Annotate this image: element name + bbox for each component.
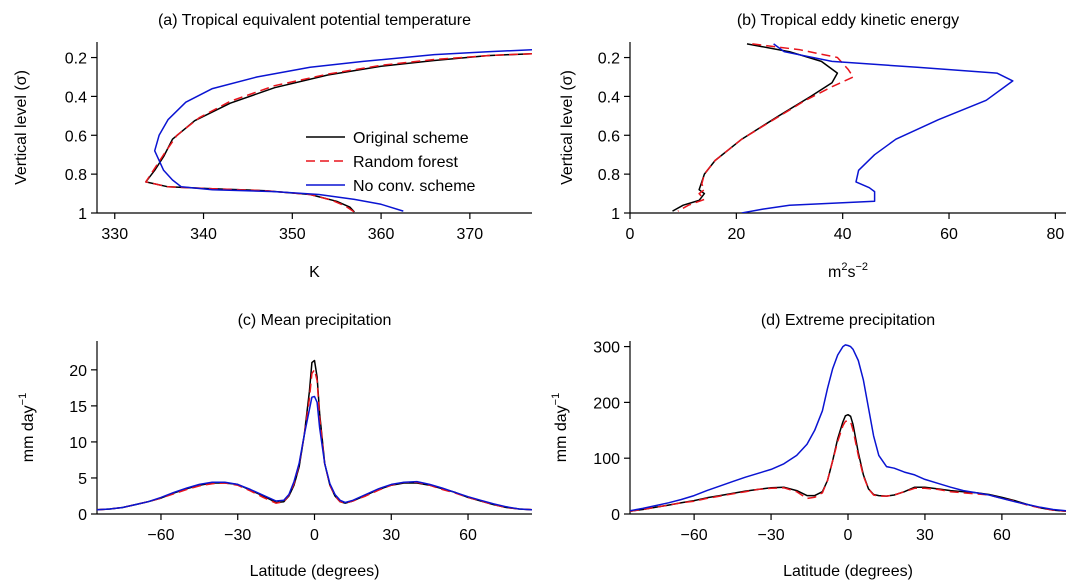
x-tick-label: 20	[727, 226, 745, 243]
series-line-no-conv-scheme	[741, 43, 1014, 213]
y-tick-label: 10	[69, 435, 87, 452]
x-tick-label: 0	[844, 527, 853, 544]
y-axis-label: Vertical level (σ)	[13, 70, 30, 185]
series-line-random-forest	[630, 420, 1066, 512]
panel-title: (d) Extreme precipitation	[761, 312, 935, 329]
legend-label: No conv. scheme	[353, 178, 476, 195]
x-tick-label: −60	[147, 527, 174, 544]
y-tick-label: 0.2	[598, 51, 620, 68]
x-tick-label: 30	[382, 527, 400, 544]
y-tick-label: 0.8	[598, 167, 620, 184]
x-tick-label: 340	[190, 226, 217, 243]
y-axis-label: Vertical level (σ)	[559, 70, 576, 185]
y-axis-label: mm day−1	[550, 393, 570, 462]
y-axis-label: mm day−1	[17, 393, 37, 462]
x-axis-label: Latitude (degrees)	[783, 563, 913, 580]
y-tick-label: 0.6	[598, 128, 620, 145]
series-line-no-conv-scheme	[97, 395, 532, 511]
y-tick-label: 200	[593, 395, 620, 412]
x-tick-label: 360	[368, 226, 395, 243]
y-tick-label: 15	[69, 399, 87, 416]
panel-b: (b) Tropical eddy kinetic energy 0 20 40 60 8…	[559, 12, 1066, 281]
panel-d: (d) Extreme precipitation −60 −30 0 30 60 0 100…	[550, 312, 1066, 580]
y-tick-label: 5	[78, 471, 87, 488]
y-tick-label: 0	[611, 507, 620, 524]
y-tick-label: 100	[593, 451, 620, 468]
x-axis-label: K	[309, 264, 320, 281]
series-line-original-scheme	[630, 413, 1066, 512]
y-tick-label: 0.6	[65, 128, 87, 145]
x-tick-label: 370	[457, 226, 484, 243]
x-tick-label: 80	[1046, 226, 1064, 243]
series-line-no-conv-scheme	[630, 344, 1066, 512]
x-tick-label: 40	[834, 226, 852, 243]
x-tick-label: 0	[310, 527, 319, 544]
y-tick-label: 0.4	[598, 89, 620, 106]
series-line-random-forest	[677, 43, 855, 212]
x-tick-label: 30	[916, 527, 934, 544]
y-tick-label: 1	[78, 206, 87, 223]
x-tick-label: 60	[940, 226, 958, 243]
series-line-original-scheme	[672, 43, 839, 212]
y-tick-label: 0	[78, 507, 87, 524]
series-line-no-conv-scheme	[153, 49, 532, 212]
y-tick-label: 300	[593, 340, 620, 357]
panel-a: (a) Tropical equivalent potential temper…	[13, 12, 532, 281]
x-axis-label: Latitude (degrees)	[250, 563, 380, 580]
legend-label: Original scheme	[353, 130, 469, 147]
y-tick-label: 1	[611, 206, 620, 223]
x-axis-label: m2s−2	[828, 261, 868, 281]
legend: Original scheme Random forest No conv. sch…	[306, 130, 476, 195]
panel-c: (c) Mean precipitation −60 −30 0 30 60 0 5 10 15 2…	[17, 312, 532, 580]
panel-title: (a) Tropical equivalent potential temper…	[158, 12, 471, 29]
x-tick-label: 350	[279, 226, 306, 243]
y-tick-label: 20	[69, 363, 87, 380]
x-tick-label: 60	[993, 527, 1011, 544]
x-tick-label: 0	[626, 226, 635, 243]
y-tick-label: 0.2	[65, 51, 87, 68]
x-tick-label: −30	[757, 527, 784, 544]
panel-title: (c) Mean precipitation	[238, 312, 392, 329]
legend-label: Random forest	[353, 154, 458, 171]
x-tick-label: −30	[224, 527, 251, 544]
y-tick-label: 0.4	[65, 89, 87, 106]
x-tick-label: 330	[101, 226, 128, 243]
panel-title: (b) Tropical eddy kinetic energy	[737, 12, 959, 29]
x-tick-label: −60	[681, 527, 708, 544]
y-tick-label: 0.8	[65, 167, 87, 184]
x-tick-label: 60	[459, 527, 477, 544]
series-line-random-forest	[97, 369, 532, 511]
series-line-original-scheme	[97, 359, 532, 511]
